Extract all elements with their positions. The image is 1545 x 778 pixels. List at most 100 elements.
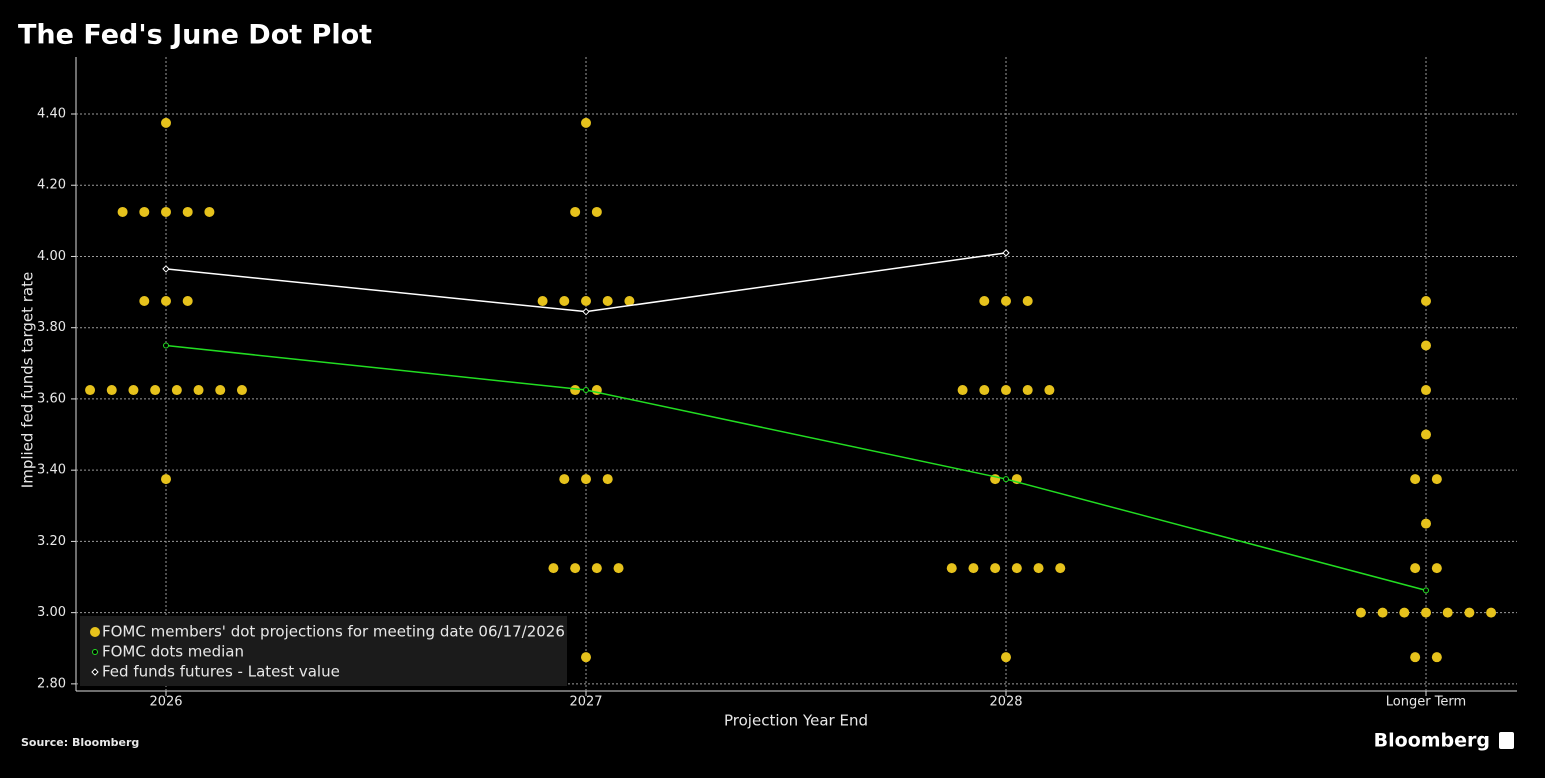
x-tick-label: Longer Term (1386, 695, 1466, 710)
y-tick-label: 3.40 (37, 463, 66, 478)
dot (1431, 652, 1442, 663)
dot (1410, 563, 1421, 574)
dot (1464, 607, 1475, 618)
dot (559, 474, 570, 485)
dot (957, 385, 968, 396)
dot (1421, 429, 1431, 440)
dot (581, 474, 591, 485)
dot (1022, 385, 1033, 396)
dot (161, 295, 171, 306)
dot (537, 295, 548, 306)
legend-box (80, 616, 567, 686)
dot (581, 652, 591, 663)
dot (161, 474, 171, 485)
dot (548, 563, 559, 574)
y-tick-label: 3.20 (37, 534, 66, 549)
dot (106, 385, 117, 396)
legend-swatch (92, 649, 98, 655)
dot (570, 563, 581, 574)
dot (161, 206, 171, 217)
futures-marker (582, 307, 590, 316)
dot (946, 563, 957, 574)
dot (979, 295, 990, 306)
y-tick-label: 3.00 (37, 605, 66, 620)
dot (581, 295, 591, 306)
source: Source: Bloomberg (21, 736, 139, 749)
dot (1431, 563, 1442, 574)
y-tick-label: 2.80 (37, 676, 66, 691)
dot (1442, 607, 1453, 618)
dot (1044, 385, 1055, 396)
dot (236, 385, 247, 396)
dot (1421, 385, 1431, 396)
dot (570, 206, 581, 217)
dot (591, 563, 602, 574)
median-marker (1423, 587, 1429, 594)
dot (1486, 607, 1497, 618)
dot (581, 117, 591, 128)
brand-icon (1499, 732, 1514, 749)
y-axis-label: Implied fed funds target rate (19, 272, 37, 488)
dot (1431, 474, 1442, 485)
dot (1399, 607, 1410, 618)
dot (1022, 295, 1033, 306)
y-tick-label: 3.60 (37, 391, 66, 406)
dot (1421, 340, 1431, 351)
legend-label: FOMC members' dot projections for meetin… (102, 623, 565, 641)
median-marker (583, 387, 589, 394)
dot (990, 563, 1001, 574)
dot (602, 474, 613, 485)
y-tick-label: 4.20 (37, 178, 66, 193)
dot (1001, 652, 1011, 663)
brand: Bloomberg (1374, 730, 1490, 752)
dot (1355, 607, 1366, 618)
dot (1011, 563, 1022, 574)
dot (1410, 652, 1421, 663)
legend-swatch (91, 668, 99, 676)
dot (171, 385, 182, 396)
chart-title: The Fed's June Dot Plot (18, 20, 372, 51)
median-marker (1003, 476, 1009, 483)
dot (150, 385, 161, 396)
x-tick-label: 2028 (989, 695, 1022, 710)
dot (204, 206, 215, 217)
dot (602, 295, 613, 306)
legend-label: Fed funds futures - Latest value (102, 663, 340, 681)
dot (1421, 518, 1431, 529)
series-line (165, 344, 1427, 592)
dot (182, 295, 193, 306)
dot (624, 295, 635, 306)
dot (559, 295, 570, 306)
dot (161, 117, 171, 128)
dot (1001, 295, 1011, 306)
x-axis-label: Projection Year End (724, 712, 868, 730)
legend-label: FOMC dots median (102, 643, 244, 661)
dot (182, 206, 193, 217)
dot (1421, 607, 1431, 618)
legend-swatch (90, 627, 100, 637)
dot (1421, 295, 1431, 306)
dot (139, 295, 150, 306)
y-tick-label: 4.40 (37, 106, 66, 121)
dot (1377, 607, 1388, 618)
dot (591, 206, 602, 217)
dot (193, 385, 204, 396)
dot (1410, 474, 1421, 485)
x-tick-label: 2027 (569, 695, 602, 710)
dot (570, 385, 581, 396)
dot (128, 385, 139, 396)
dot (117, 206, 128, 217)
dot (613, 563, 624, 574)
y-tick-label: 3.80 (37, 320, 66, 335)
dot (215, 385, 226, 396)
futures-marker (162, 265, 170, 273)
futures-marker (1002, 249, 1010, 257)
median-marker (163, 342, 169, 349)
dot (85, 385, 96, 396)
dot (1033, 563, 1044, 574)
dot (1055, 563, 1066, 574)
x-tick-label: 2026 (149, 695, 182, 710)
dot (968, 563, 979, 574)
y-tick-label: 4.00 (37, 249, 66, 264)
